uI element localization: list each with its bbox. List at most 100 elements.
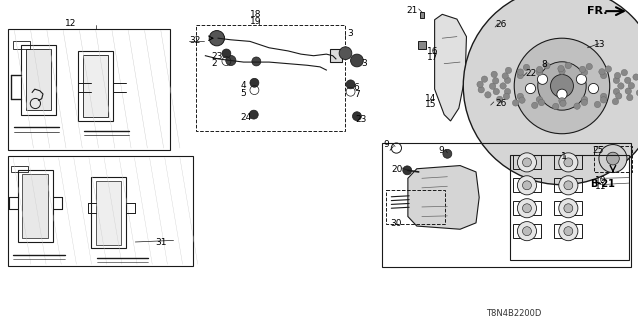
Text: 12: 12 [65,19,77,28]
Text: 32: 32 [189,36,201,45]
Circle shape [560,100,566,107]
Text: 17: 17 [427,53,438,62]
Circle shape [519,97,525,103]
Circle shape [463,0,640,185]
Circle shape [559,199,578,218]
Circle shape [517,93,524,100]
Text: 21: 21 [406,6,417,15]
Bar [513,156,541,169]
Circle shape [443,149,452,158]
Circle shape [559,98,565,104]
Circle shape [536,66,543,73]
Circle shape [543,63,550,69]
Circle shape [581,69,588,76]
Circle shape [621,69,627,76]
Circle shape [614,72,621,79]
Circle shape [633,74,639,80]
Circle shape [565,62,572,69]
Bar [513,178,541,192]
Circle shape [506,67,511,74]
Circle shape [564,227,573,236]
Polygon shape [83,55,108,117]
Bar [554,201,582,215]
Circle shape [500,83,506,89]
Circle shape [559,222,578,241]
Circle shape [214,33,225,43]
Circle shape [222,49,231,58]
Circle shape [517,72,524,79]
Circle shape [625,77,631,84]
Circle shape [351,54,364,67]
Text: 8: 8 [541,60,547,69]
Circle shape [607,152,620,165]
Polygon shape [22,174,48,238]
Text: 7: 7 [354,90,360,99]
Bar [386,190,445,224]
Text: 14: 14 [425,94,436,103]
Polygon shape [420,12,424,19]
Text: 5: 5 [241,89,246,98]
Circle shape [538,99,545,106]
Bar [8,29,170,150]
Circle shape [226,55,236,66]
Text: 19: 19 [250,17,262,26]
Text: 3: 3 [362,59,367,68]
Bar [513,201,541,215]
Circle shape [581,99,588,106]
Circle shape [536,69,543,76]
Circle shape [600,97,607,103]
Circle shape [625,88,632,94]
Text: 6: 6 [354,83,360,92]
Circle shape [504,77,511,84]
Circle shape [403,166,412,175]
Circle shape [493,78,499,84]
Circle shape [628,83,635,89]
Circle shape [520,49,559,88]
Circle shape [250,110,258,119]
Circle shape [346,80,355,89]
Text: T8N4B2200D: T8N4B2200D [486,309,541,318]
Circle shape [252,57,260,66]
Circle shape [600,93,607,100]
Bar [330,49,342,62]
Circle shape [525,84,536,94]
Circle shape [536,65,543,72]
Text: 26: 26 [496,99,507,108]
Circle shape [557,89,567,99]
Text: 24: 24 [241,113,252,122]
Circle shape [514,38,610,134]
Polygon shape [408,165,479,229]
Circle shape [579,66,586,73]
Text: 25: 25 [593,147,604,156]
Text: 31: 31 [156,238,167,247]
Circle shape [522,204,531,213]
Circle shape [550,75,573,97]
Circle shape [484,101,494,112]
Circle shape [497,96,503,102]
Circle shape [612,98,619,105]
Circle shape [599,145,627,172]
Bar [554,178,582,192]
Circle shape [339,47,352,60]
Circle shape [353,112,362,121]
Bar [554,224,582,238]
Bar [554,156,582,169]
Polygon shape [418,41,426,49]
Text: 13: 13 [594,40,605,49]
Text: 9: 9 [383,140,389,149]
Circle shape [517,222,536,241]
Circle shape [552,103,559,110]
Circle shape [478,87,484,93]
Text: 11: 11 [595,182,607,191]
Circle shape [613,77,620,84]
Bar [510,156,630,260]
Text: FR.: FR. [588,6,608,16]
Text: 10: 10 [595,176,607,185]
Circle shape [636,90,640,96]
Bar [196,26,346,131]
Circle shape [481,76,488,82]
Text: 4: 4 [241,81,246,90]
Text: 30: 30 [390,219,401,228]
Circle shape [503,93,509,100]
Circle shape [627,94,633,101]
